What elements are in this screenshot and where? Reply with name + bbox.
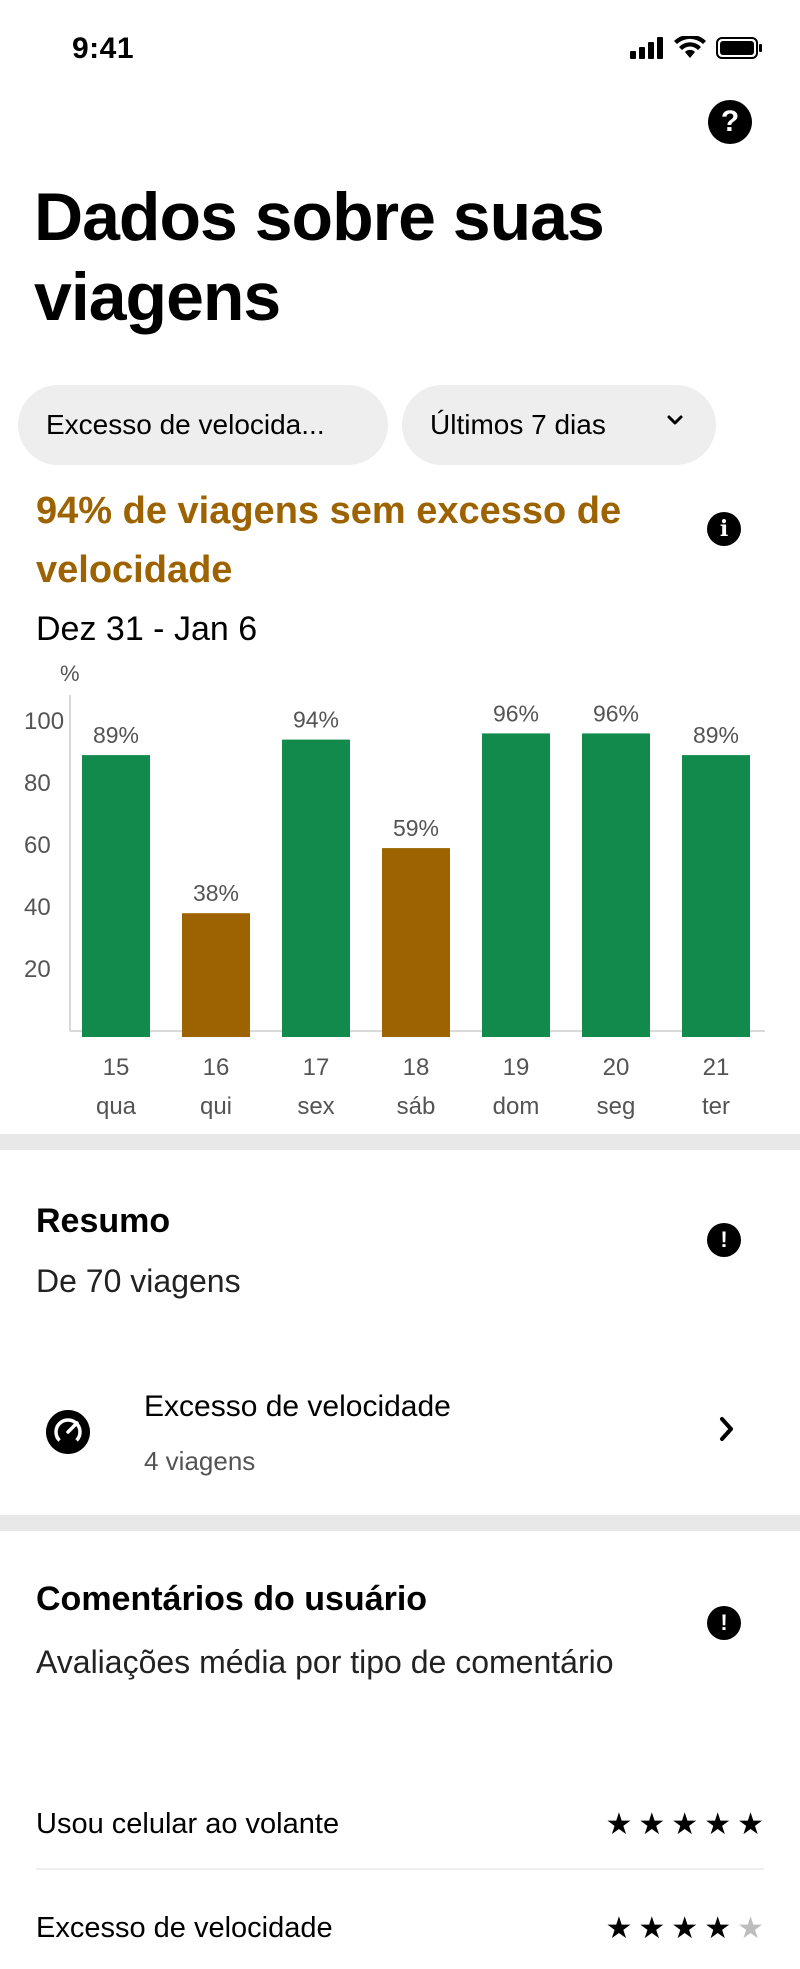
feedback-subtitle: Avaliações média por tipo de comentário [36,1644,614,1680]
bar [682,755,750,1037]
x-day-label: qui [200,1093,232,1120]
status-icons [630,36,764,60]
bar [382,848,450,1037]
bar-data-label: 89% [93,722,139,748]
star-empty-icon: ★ [737,1911,764,1945]
y-tick-label: 80 [24,770,51,797]
x-tick-label: 16 [203,1054,230,1081]
question-mark-icon: ? [720,105,740,138]
x-tick-label: 15 [103,1054,130,1081]
date-range-text: Dez 31 - Jan 6 [36,610,258,648]
speeding-count: 4 viagens [144,1446,256,1476]
star-filled-icon: ★ [638,1911,666,1945]
alert-icon[interactable]: ! [707,1223,741,1257]
feedback-title: Comentários do usuário [36,1580,428,1618]
star-rating: ★ ★ ★ ★ ★ [605,1807,764,1842]
date-range-dropdown[interactable]: Últimos 7 dias [402,385,716,465]
info-icon[interactable]: i [707,512,741,546]
speeding-bar-chart: % 20 40 60 80 100 89% 15 qua 38% 16 qui 94% 17 sex 59% 1… [24,661,765,1120]
bar-data-label: 96% [493,700,539,726]
x-day-label: ter [702,1093,730,1120]
star-filled-icon: ★ [638,1807,666,1841]
speeding-summary-row[interactable]: Excesso de velocidade 4 viagens [0,1370,800,1520]
x-day-label: seg [597,1093,636,1120]
summary-title: Resumo [36,1202,171,1240]
bar [82,755,150,1037]
y-tick-label: 60 [24,832,51,859]
x-tick-label: 19 [503,1054,530,1081]
x-day-label: dom [493,1093,540,1120]
status-time: 9:41 [72,32,135,65]
wifi-icon [674,36,706,58]
bar [482,733,550,1037]
speeding-label: Excesso de velocidade [144,1390,451,1423]
date-range-label: Últimos 7 dias [430,409,606,440]
x-tick-label: 17 [303,1054,330,1081]
x-tick-label: 20 [603,1054,630,1081]
star-filled-icon: ★ [704,1807,732,1841]
alert-icon[interactable]: ! [707,1606,741,1640]
y-tick-label: 20 [24,956,51,983]
star-filled-icon: ★ [605,1807,633,1841]
star-filled-icon: ★ [737,1807,764,1841]
summary-subtitle: De 70 viagens [36,1263,241,1299]
x-day-label: sáb [397,1093,436,1120]
metric-filter-label: Excesso de velocida... [46,409,325,440]
speeding-headline: 94% de viagens sem excesso de velocidade [36,490,622,591]
chevron-right-icon [720,1417,733,1441]
star-rating: ★ ★ ★ ★ ★ [605,1911,764,1946]
x-tick-label: 18 [403,1054,430,1081]
y-tick-label: 100 [24,708,64,735]
star-filled-icon: ★ [671,1807,699,1841]
rating-row: Usou celular ao volante ★ ★ ★ ★ ★ [36,1780,764,1870]
page-title: Dados sobre suas viagens [34,179,605,335]
bar-data-label: 38% [193,880,239,906]
x-day-label: sex [297,1093,334,1120]
bar-data-label: 59% [393,815,439,841]
star-filled-icon: ★ [704,1911,732,1945]
help-button[interactable]: ? [708,100,752,144]
rating-label: Usou celular ao volante [36,1807,340,1840]
bar-data-label: 94% [293,707,339,733]
battery-icon [716,37,762,59]
bar-data-label: 89% [693,722,739,748]
bar [582,733,650,1037]
bar [182,913,250,1037]
y-axis-label: % [60,661,80,686]
section-divider [0,1515,800,1531]
star-filled-icon: ★ [671,1911,699,1945]
speedometer-icon [46,1410,90,1454]
status-bar: 9:41 [0,0,800,100]
rating-label: Excesso de velocidade [36,1911,333,1944]
cellular-signal-icon [630,37,663,59]
metric-filter-pill[interactable]: Excesso de velocida... [18,385,388,465]
bar-data-label: 96% [593,700,639,726]
star-filled-icon: ★ [605,1911,633,1945]
chevron-down-icon [667,415,683,425]
x-tick-label: 21 [703,1054,730,1081]
rating-row: Excesso de velocidade ★ ★ ★ ★ ★ [36,1883,764,1969]
y-tick-label: 40 [24,894,51,921]
bar [282,739,350,1037]
x-day-label: qua [96,1093,137,1120]
section-divider [0,1134,800,1150]
